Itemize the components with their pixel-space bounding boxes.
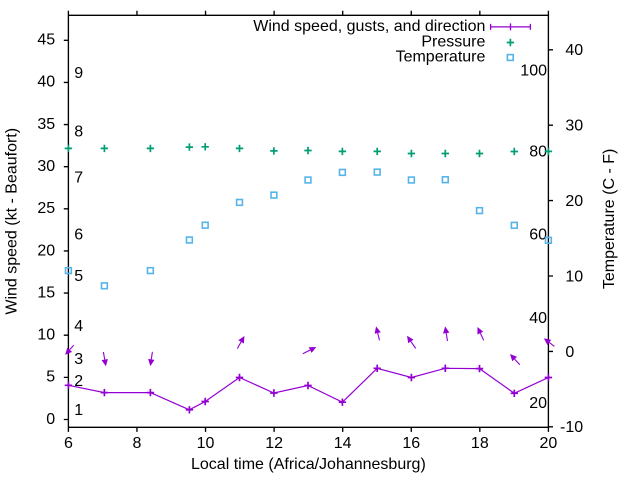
svg-text:20: 20 xyxy=(540,435,558,452)
svg-text:7: 7 xyxy=(74,170,83,187)
svg-text:20: 20 xyxy=(529,395,547,412)
svg-text:3: 3 xyxy=(74,351,83,368)
svg-text:Local time (Africa/Johannesbur: Local time (Africa/Johannesburg) xyxy=(191,456,426,473)
svg-text:Wind speed (kt - Beaufort): Wind speed (kt - Beaufort) xyxy=(3,128,20,315)
svg-text:18: 18 xyxy=(471,435,489,452)
svg-text:40: 40 xyxy=(529,310,547,327)
svg-text:10: 10 xyxy=(37,327,55,344)
svg-text:100: 100 xyxy=(520,62,547,79)
svg-text:8: 8 xyxy=(133,435,142,452)
svg-text:40: 40 xyxy=(37,74,55,91)
svg-text:35: 35 xyxy=(37,116,55,133)
svg-text:10: 10 xyxy=(197,435,215,452)
svg-text:20: 20 xyxy=(565,193,583,210)
svg-text:0: 0 xyxy=(565,344,574,361)
svg-text:Pressure: Pressure xyxy=(421,34,485,51)
svg-text:25: 25 xyxy=(37,200,55,217)
svg-text:0: 0 xyxy=(46,411,55,428)
svg-text:Temperature (C - F): Temperature (C - F) xyxy=(601,149,618,289)
svg-text:20: 20 xyxy=(37,242,55,259)
svg-text:45: 45 xyxy=(37,32,55,49)
svg-text:1: 1 xyxy=(74,402,83,419)
svg-text:4: 4 xyxy=(74,318,83,335)
svg-text:80: 80 xyxy=(529,144,547,161)
svg-text:5: 5 xyxy=(74,268,83,285)
svg-text:2: 2 xyxy=(74,373,83,390)
svg-text:14: 14 xyxy=(334,435,352,452)
svg-text:12: 12 xyxy=(265,435,283,452)
svg-text:30: 30 xyxy=(565,118,583,135)
svg-text:Wind speed, gusts, and directi: Wind speed, gusts, and direction xyxy=(253,18,485,35)
svg-text:-10: -10 xyxy=(560,419,583,436)
svg-text:40: 40 xyxy=(565,42,583,59)
svg-text:60: 60 xyxy=(529,227,547,244)
svg-text:8: 8 xyxy=(74,124,83,141)
svg-text:30: 30 xyxy=(37,158,55,175)
svg-text:5: 5 xyxy=(46,369,55,386)
svg-text:Temperature: Temperature xyxy=(396,49,486,66)
svg-text:6: 6 xyxy=(64,435,73,452)
svg-text:15: 15 xyxy=(37,284,55,301)
svg-text:9: 9 xyxy=(74,65,83,82)
svg-text:16: 16 xyxy=(402,435,420,452)
svg-text:6: 6 xyxy=(74,227,83,244)
svg-text:10: 10 xyxy=(565,268,583,285)
